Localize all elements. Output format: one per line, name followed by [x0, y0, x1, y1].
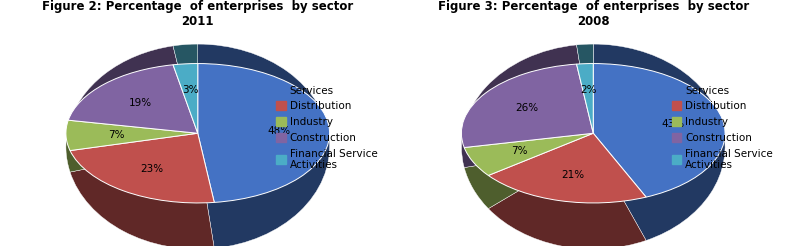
Wedge shape: [593, 63, 725, 197]
Wedge shape: [488, 147, 646, 246]
Text: 3%: 3%: [182, 85, 199, 95]
Text: 48%: 48%: [268, 125, 291, 136]
Text: 43%: 43%: [662, 119, 685, 129]
Text: Figure 3: Percentage  of enterprises  by sector
2008: Figure 3: Percentage of enterprises by s…: [437, 0, 749, 28]
Legend: Services, Distribution, Industry, Construction, Financial Service
Activities: Services, Distribution, Industry, Constr…: [670, 84, 775, 172]
Text: 2%: 2%: [580, 85, 596, 95]
Wedge shape: [593, 44, 725, 241]
Wedge shape: [464, 147, 593, 209]
Wedge shape: [461, 64, 593, 148]
Wedge shape: [68, 65, 198, 133]
Wedge shape: [198, 63, 330, 202]
Wedge shape: [173, 44, 198, 147]
Wedge shape: [66, 120, 198, 151]
Wedge shape: [461, 45, 593, 168]
Text: Figure 2: Percentage  of enterprises  by sector
2011: Figure 2: Percentage of enterprises by s…: [42, 0, 354, 28]
Legend: Services, Distribution, Industry, Construction, Financial Service
Activities: Services, Distribution, Industry, Constr…: [274, 84, 380, 172]
Wedge shape: [198, 44, 330, 246]
Wedge shape: [70, 133, 214, 203]
Wedge shape: [577, 44, 593, 147]
Text: 19%: 19%: [128, 98, 152, 108]
Wedge shape: [68, 46, 198, 147]
Text: 7%: 7%: [511, 146, 527, 156]
Wedge shape: [70, 147, 214, 246]
Text: 23%: 23%: [140, 164, 164, 174]
Text: 21%: 21%: [561, 170, 585, 180]
Wedge shape: [577, 63, 593, 133]
Text: 26%: 26%: [515, 103, 538, 113]
Text: 7%: 7%: [108, 130, 124, 140]
Wedge shape: [173, 63, 198, 133]
Wedge shape: [488, 133, 646, 203]
Wedge shape: [66, 127, 198, 172]
Wedge shape: [464, 133, 593, 175]
